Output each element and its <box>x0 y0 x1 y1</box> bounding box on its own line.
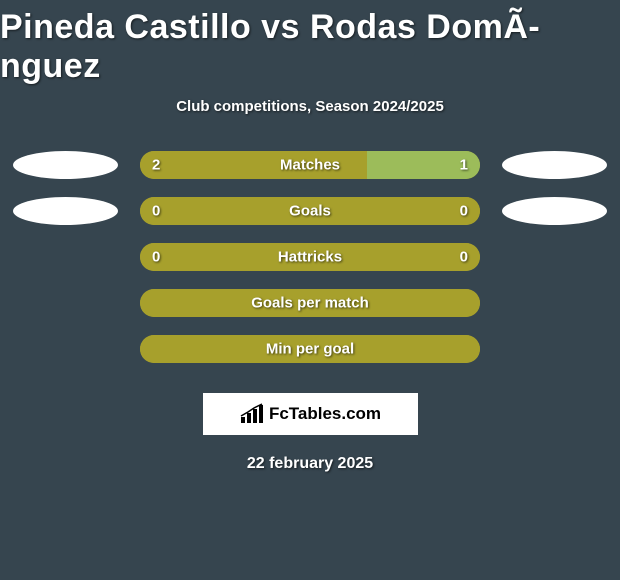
logo-text: FcTables.com <box>269 404 381 424</box>
ellipse-spacer <box>502 289 607 317</box>
stat-bar: Min per goal <box>140 335 480 363</box>
stat-row: 00Hattricks <box>13 243 607 271</box>
stat-bar: 00Hattricks <box>140 243 480 271</box>
stats-area: 21Matches 00Goals 00Hattricks Goals per mat… <box>13 151 607 381</box>
stat-label: Matches <box>140 157 480 174</box>
comparison-subtitle: Club competitions, Season 2024/2025 <box>176 98 444 115</box>
stat-row: 00Goals <box>13 197 607 225</box>
stat-row: Min per goal <box>13 335 607 363</box>
stat-row: 21Matches <box>13 151 607 179</box>
left-player-ellipse <box>13 197 118 225</box>
stat-bar: Goals per match <box>140 289 480 317</box>
stat-label: Min per goal <box>140 341 480 358</box>
stat-row: Goals per match <box>13 289 607 317</box>
right-player-ellipse <box>502 197 607 225</box>
left-player-ellipse <box>13 151 118 179</box>
stat-label: Hattricks <box>140 249 480 266</box>
stat-label: Goals per match <box>140 295 480 312</box>
date-label: 22 february 2025 <box>247 455 373 473</box>
ellipse-spacer <box>13 289 118 317</box>
comparison-title: Pineda Castillo vs Rodas DomÃ­nguez <box>0 8 620 86</box>
ellipse-spacer <box>13 335 118 363</box>
ellipse-spacer <box>502 335 607 363</box>
right-player-ellipse <box>502 151 607 179</box>
stat-bar: 21Matches <box>140 151 480 179</box>
stat-label: Goals <box>140 203 480 220</box>
stat-bar: 00Goals <box>140 197 480 225</box>
logo-box: FcTables.com <box>203 393 418 435</box>
ellipse-spacer <box>13 243 118 271</box>
ellipse-spacer <box>502 243 607 271</box>
bar-chart-icon <box>239 403 265 425</box>
